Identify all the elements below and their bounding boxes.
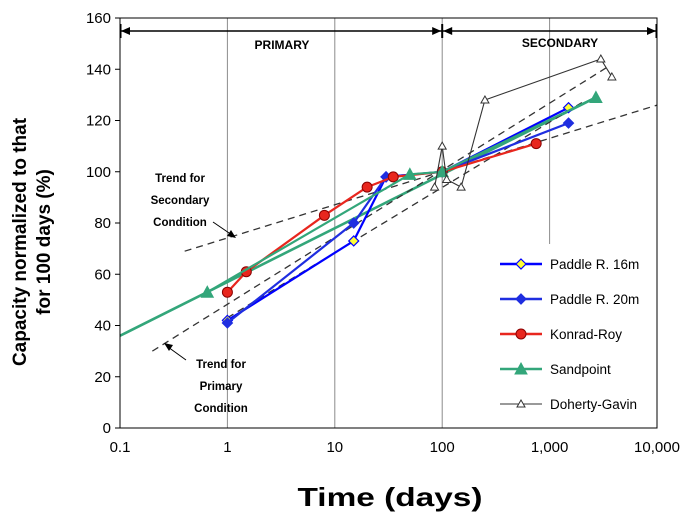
trend-line xyxy=(227,102,583,319)
plot-frame xyxy=(119,17,658,429)
annotation-arrow-head xyxy=(227,230,236,238)
data-point xyxy=(530,138,542,150)
legend: Paddle R. 16m Paddle R. 20m Konrad-Roy Sand… xyxy=(488,244,653,432)
data-point xyxy=(456,182,466,191)
series-line xyxy=(434,58,613,188)
data-point xyxy=(347,235,360,247)
data-point xyxy=(514,361,528,375)
y-tick-label: 120 xyxy=(86,113,111,130)
data-point xyxy=(515,258,527,270)
data-point xyxy=(515,293,527,305)
legend-label: Paddle R. 16m xyxy=(550,257,639,272)
series-sandpoint xyxy=(200,90,603,298)
region-label-primary: PRIMARY xyxy=(255,38,310,52)
region-arrow-head xyxy=(432,27,442,35)
data-point xyxy=(221,286,233,298)
data-series xyxy=(200,53,617,329)
legend-label: Sandpoint xyxy=(550,362,611,377)
data-point xyxy=(441,174,452,183)
axis-ticks: 0.1 1 10 100 1,000 10,000 0 20 40 60 80 100 120 140 16… xyxy=(86,10,680,456)
data-point xyxy=(221,317,234,329)
y-tick-label: 160 xyxy=(86,10,111,27)
x-tick-label: 10,000 xyxy=(634,439,680,456)
data-point xyxy=(562,117,575,129)
x-tick-label: 1 xyxy=(223,439,231,456)
x-tick-label: 10 xyxy=(326,439,343,456)
y-tick-label: 20 xyxy=(94,369,111,386)
data-point xyxy=(387,171,399,183)
data-point xyxy=(437,141,448,150)
y-tick-label: 140 xyxy=(86,61,111,78)
series-line xyxy=(206,96,597,294)
series-paddle-r-20m xyxy=(221,117,575,329)
annotation-primary-trend: Trend for xyxy=(196,359,246,371)
data-point xyxy=(429,182,440,191)
data-point xyxy=(318,209,330,221)
data-point xyxy=(403,167,417,180)
annotation-arrow-head xyxy=(164,343,173,351)
region-label-secondary: SECONDARY xyxy=(522,36,598,50)
y-tick-label: 60 xyxy=(94,266,111,283)
x-tick-label: 0.1 xyxy=(110,439,131,456)
y-tick-label: 0 xyxy=(103,420,111,437)
annotation-leader xyxy=(212,221,233,236)
trend-line xyxy=(151,66,609,352)
trend-line xyxy=(184,104,658,252)
series-doherty-gavin xyxy=(429,53,617,191)
region-arrow-head xyxy=(443,27,453,35)
annotation-primary-trend: Condition xyxy=(194,403,248,415)
data-point xyxy=(595,53,606,63)
annotation-secondary-trend: Condition xyxy=(153,217,207,229)
data-point xyxy=(607,71,617,81)
region-arrow-head xyxy=(121,27,130,35)
y-axis-title-line2: for 100 days (%) xyxy=(34,169,55,315)
annotation-primary-trend: Primary xyxy=(200,381,243,393)
y-tick-label: 80 xyxy=(94,215,111,232)
data-point xyxy=(589,90,603,103)
legend-background xyxy=(488,244,653,432)
data-point xyxy=(516,398,526,408)
annotation-secondary-trend: Secondary xyxy=(151,195,210,207)
region-markers: PRIMARY SECONDARY xyxy=(119,24,658,52)
data-point xyxy=(361,181,373,193)
legend-label: Paddle R. 20m xyxy=(550,292,639,307)
data-point xyxy=(480,94,490,104)
y-axis-title-line1: Capacity normalized to that xyxy=(10,117,31,366)
legend-label: Konrad-Roy xyxy=(550,327,622,342)
data-point xyxy=(562,101,575,114)
data-point xyxy=(515,328,527,340)
y-tick-label: 40 xyxy=(94,318,111,335)
annotation-leader xyxy=(167,346,187,361)
x-tick-label: 1,000 xyxy=(531,439,569,456)
annotations: Trend for Secondary Condition Trend for Prim… xyxy=(151,173,248,415)
x-tick-label: 100 xyxy=(430,439,455,456)
x-axis-title: Time (days) xyxy=(298,482,483,512)
y-tick-label: 100 xyxy=(86,164,111,181)
annotation-secondary-trend: Trend for xyxy=(155,173,205,185)
data-point xyxy=(347,217,360,229)
legend-label: Doherty-Gavin xyxy=(550,397,637,412)
region-arrow-head xyxy=(647,27,656,35)
data-point xyxy=(200,285,215,298)
